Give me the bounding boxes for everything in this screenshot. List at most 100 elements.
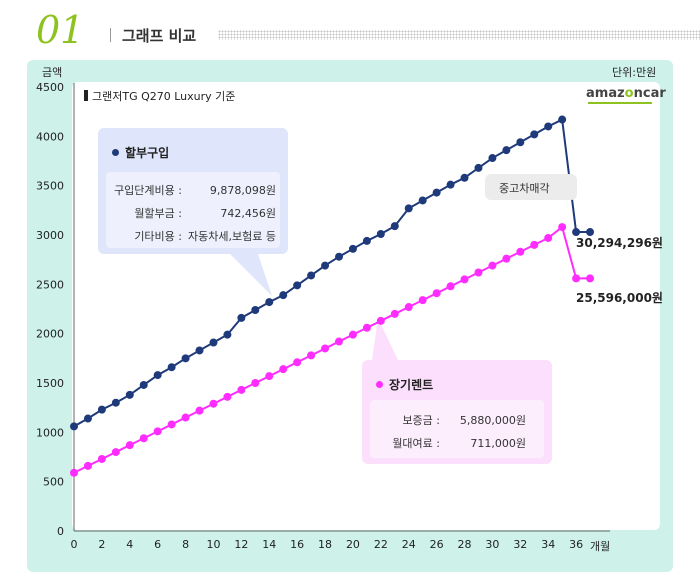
data-point [139, 434, 148, 443]
y-tick-label: 1000 [36, 426, 64, 439]
data-point [195, 346, 204, 355]
data-point [488, 261, 497, 270]
data-point [167, 420, 176, 429]
rental-row-value: 711,000원 [470, 437, 526, 450]
dotted-rule [218, 30, 700, 40]
x-tick-label: 4 [126, 538, 133, 551]
x-tick-label: 14 [262, 538, 276, 551]
y-tick-label: 500 [43, 476, 64, 489]
y-axis-title: 금액 [42, 66, 63, 79]
data-point [544, 233, 553, 242]
section-header: 01 그래프 비교 [30, 8, 700, 52]
data-point [586, 274, 595, 283]
data-point [209, 399, 218, 408]
data-point [530, 240, 539, 249]
data-point [572, 228, 581, 237]
data-point [460, 173, 469, 182]
x-tick-label: 20 [346, 538, 360, 551]
data-point [223, 330, 232, 339]
data-point [139, 380, 148, 389]
installment-row-label: 구입단계비용 : [114, 184, 182, 197]
data-point [279, 365, 288, 374]
rental-row-value: 5,880,000원 [459, 414, 526, 427]
rental-legend-dot [376, 381, 383, 388]
data-point [544, 122, 553, 131]
data-point [237, 385, 246, 394]
data-point [153, 371, 162, 380]
data-point [237, 313, 246, 322]
data-point [335, 337, 343, 346]
data-point [111, 448, 120, 457]
data-point [558, 223, 567, 232]
section-divider [110, 28, 111, 42]
data-point [362, 323, 371, 332]
x-tick-label: 16 [290, 538, 304, 551]
data-point [488, 154, 497, 163]
data-point [167, 363, 176, 372]
section-title: 그래프 비교 [122, 27, 197, 45]
data-point [251, 305, 260, 314]
x-tick-label: 8 [182, 538, 189, 551]
x-tick-label: 30 [485, 538, 499, 551]
x-tick-label: 2 [98, 538, 105, 551]
rental-box-title: 장기렌트 [376, 376, 433, 393]
data-point [362, 236, 371, 245]
logo-underline [588, 102, 652, 104]
data-point [265, 372, 274, 381]
installment-row-label: 기타비용 : [134, 230, 182, 243]
data-point [530, 130, 539, 139]
series-layer [70, 115, 595, 477]
x-tick-label: 32 [513, 538, 527, 551]
installment-row-value: 742,456원 [220, 207, 276, 220]
x-tick-label: 10 [206, 538, 220, 551]
data-point [307, 351, 316, 360]
data-point [195, 406, 204, 415]
data-point [97, 405, 106, 414]
rental-callout-pointer [372, 318, 398, 360]
data-point [502, 254, 511, 263]
data-point [474, 268, 483, 277]
data-point [432, 188, 441, 197]
x-tick-label: 34 [541, 538, 555, 551]
y-tick-label: 0 [57, 525, 64, 538]
used-car-sale-callout: 중고차매각 [485, 174, 577, 200]
data-point [125, 390, 134, 399]
x-tick-label: 6 [154, 538, 161, 551]
data-point [418, 196, 427, 205]
data-point [321, 344, 330, 353]
installment-row-value: 자동차세,보험료 등 [188, 230, 276, 243]
data-point [586, 228, 595, 237]
data-point [404, 303, 413, 312]
y-tick-label: 1500 [36, 377, 64, 390]
y-tick-label: 2500 [36, 278, 64, 291]
data-point [348, 244, 357, 253]
data-point [516, 247, 525, 256]
data-point [83, 461, 92, 470]
amazoncar-logo: amazoncar [586, 86, 666, 101]
data-point [293, 358, 302, 367]
rental-box-inner [370, 400, 544, 458]
data-point [70, 422, 78, 431]
data-point [293, 281, 302, 290]
data-point [390, 309, 399, 318]
used-car-sale-label: 중고차매각 [499, 182, 550, 195]
data-point [572, 274, 581, 283]
rental-row-label: 월대여료 : [392, 437, 440, 450]
installment-box-inner [106, 172, 280, 248]
data-point [111, 398, 120, 407]
data-point [265, 298, 274, 307]
data-point [502, 146, 511, 155]
unit-label: 단위:만원 [612, 66, 657, 79]
data-point [348, 330, 357, 339]
subtitle-marker [84, 90, 88, 101]
installment-legend-dot [112, 149, 119, 156]
section-number: 01 [36, 8, 85, 52]
data-point [307, 271, 316, 280]
x-tick-label: 12 [234, 538, 248, 551]
data-point [376, 230, 385, 239]
x-tick-label: 26 [430, 538, 444, 551]
data-point [153, 427, 162, 436]
data-point [516, 138, 525, 147]
y-tick-label: 3000 [36, 229, 64, 242]
installment-row-value: 9,878,098원 [209, 184, 276, 197]
